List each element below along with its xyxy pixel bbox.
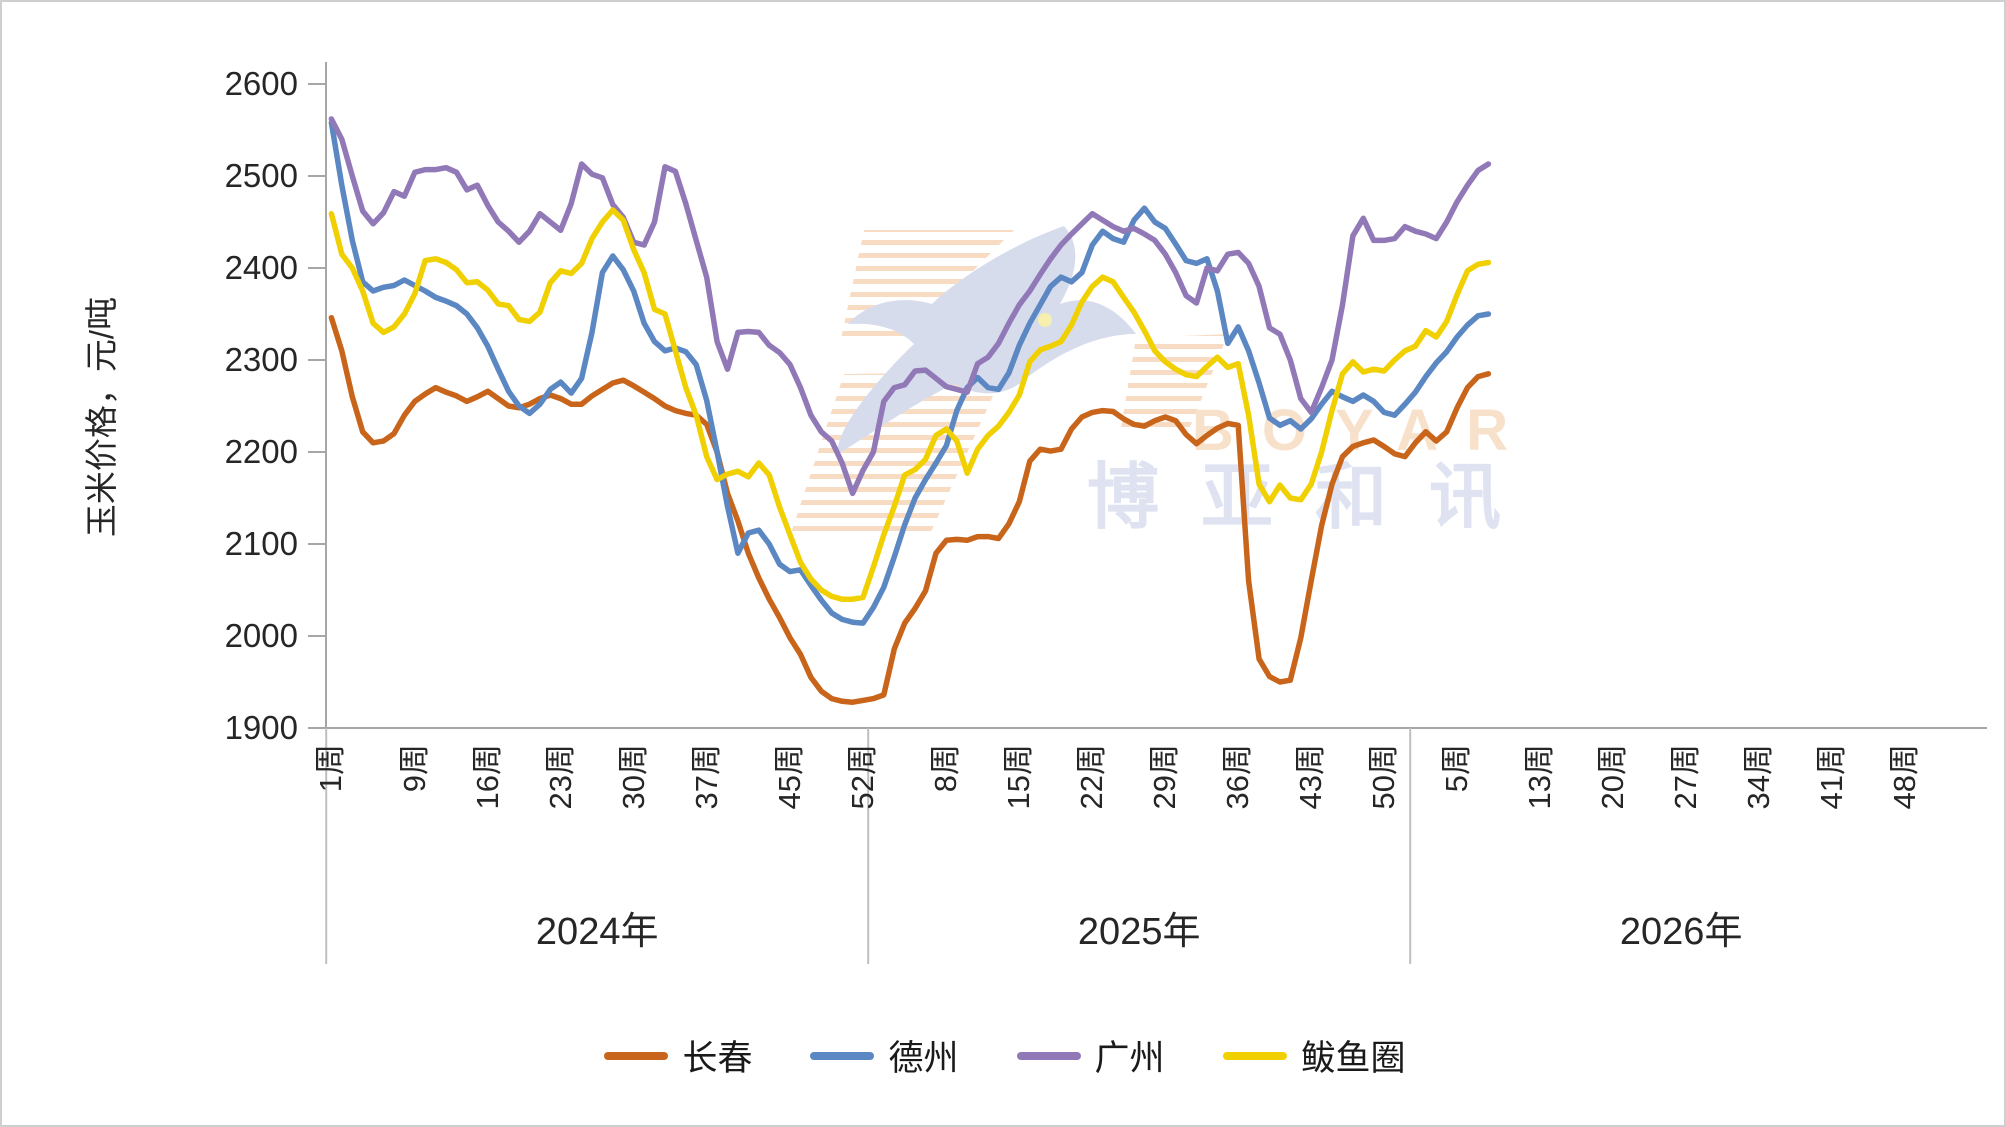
x-tick-label: 48周 [1887,744,1923,810]
x-tick-label: 13周 [1522,744,1558,810]
x-tick-label: 45周 [772,744,808,810]
series-line-广州 [328,116,1492,497]
x-tick-label: 27周 [1668,744,1704,810]
legend-item-鲅鱼圈: 鲅鱼圈 [1222,1030,1406,1081]
y-tick-label: 2100 [224,525,298,562]
watermark-text-en: BOYAR [1192,398,1536,463]
year-label: 2025年 [1077,911,1201,953]
series-line-长春 [328,314,1492,705]
y-tick-label: 2400 [224,249,298,286]
x-tick-label: 20周 [1595,744,1631,810]
legend-item-广州: 广州 [1016,1030,1165,1081]
legend-swatch [810,1051,875,1060]
legend-label: 广州 [1094,1039,1165,1078]
x-tick-label: 36周 [1220,744,1256,810]
legend-item-德州: 德州 [810,1030,959,1081]
x-tick-label: 52周 [844,744,880,810]
y-tick-label: 2300 [224,341,298,378]
bird-eye [1038,313,1052,327]
x-tick-label: 1周 [313,744,349,793]
y-tick-label: 2500 [224,157,298,194]
legend-item-长春: 长春 [604,1030,752,1081]
legend-swatch [1222,1051,1287,1060]
y-tick-label: 2200 [224,433,298,470]
x-tick-label: 43周 [1293,744,1329,810]
legend-swatch [1016,1051,1081,1060]
boyar-watermark: BOYAR 博亚和讯 [790,226,1536,538]
x-tick-label: 37周 [688,744,724,810]
legend: 长春 德州 广州 鲅鱼圈 [2,1030,2004,1081]
year-label: 2024年 [535,911,659,953]
y-tick-label: 1900 [224,709,298,746]
x-tick-label: 15周 [1001,744,1037,810]
x-tick-label: 41周 [1814,744,1850,810]
bird-logo [837,226,1136,454]
y-tick-label: 2000 [224,617,298,654]
x-tick-label: 8周 [928,744,964,793]
x-tick-label: 22周 [1074,744,1110,810]
year-label: 2026年 [1619,911,1743,953]
x-tick-label: 30周 [615,744,651,810]
legend-label: 长春 [682,1039,753,1078]
legend-label: 鲅鱼圈 [1300,1039,1406,1078]
x-tick-label: 9周 [396,744,432,793]
watermark-hatch-lower [790,372,1004,536]
x-tick-label: 16周 [469,744,505,810]
legend-swatch [604,1051,669,1060]
series-line-鲅鱼圈 [328,207,1492,602]
series-line-德州 [328,119,1492,626]
x-tick-label: 50周 [1366,744,1402,810]
x-tick-label: 29周 [1147,744,1183,810]
watermark-hatch-right [1120,334,1228,434]
y-tick-label: 2600 [224,65,298,102]
x-tick-label: 5周 [1439,744,1475,793]
axes [308,62,1987,964]
x-tick-label: 23周 [542,744,578,810]
legend-label: 德州 [888,1039,959,1078]
x-tick-label: 34周 [1741,744,1777,810]
series-lines [328,116,1492,705]
